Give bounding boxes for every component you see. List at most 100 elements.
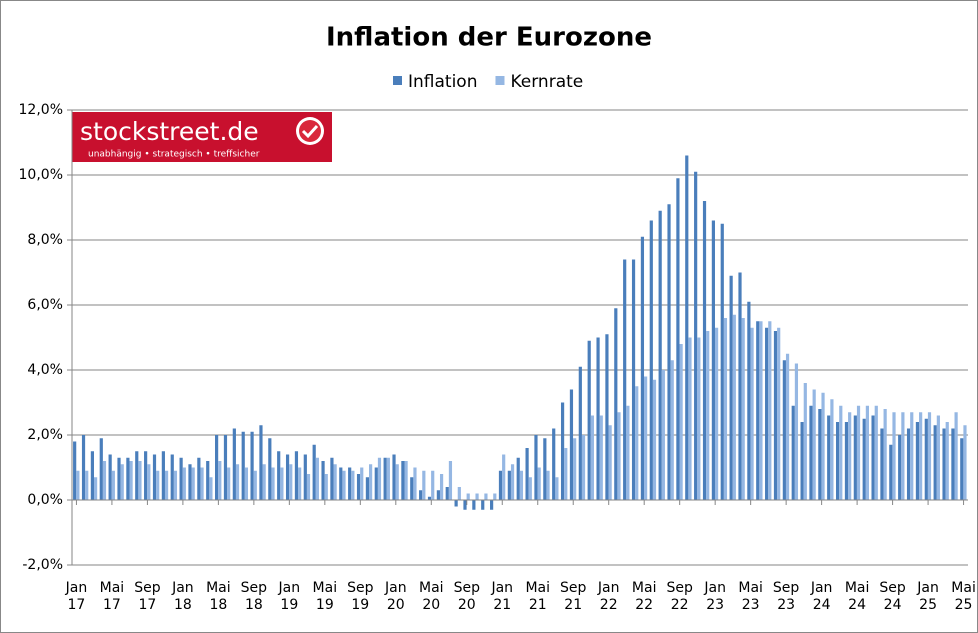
y-tick-label: 10,0% [19,167,63,183]
bar [702,201,707,500]
bar [289,464,293,500]
bar [892,412,896,500]
bar [720,223,724,500]
bar [569,389,574,500]
bar [960,438,964,500]
bar [516,457,520,500]
x-tick-label: Sep 18 [240,580,268,613]
x-tick-label: Sep 23 [772,580,800,613]
chart-title: Inflation der Eurozone [326,23,652,53]
bar [73,441,77,500]
bar [250,431,254,500]
bar [76,470,80,500]
bar [732,314,736,500]
bar [856,405,861,500]
bar [658,210,662,500]
bar [147,464,151,500]
bar [498,470,503,500]
bar [129,461,133,500]
bar [794,363,799,500]
bar [383,457,387,500]
bar [714,327,719,500]
bar [649,220,653,500]
bar [821,392,825,500]
bar [590,415,594,500]
bar [898,435,902,500]
bar [906,428,911,500]
bar [697,337,701,500]
bar [581,435,586,500]
bar [765,327,769,500]
bar [235,464,240,500]
bar [830,399,834,500]
bar [244,467,249,500]
x-tick-label: Mai 17 [99,580,125,613]
bar [759,321,763,500]
bar [644,376,648,500]
bar [723,318,728,500]
bar [874,405,878,500]
bar [410,477,414,500]
bar [191,467,195,500]
legend: Inflation Kernrate [393,72,583,92]
bar [120,464,124,500]
bar [809,405,813,500]
bar [227,467,231,500]
logo: stockstreet.de unabhängig • strategisch … [72,112,332,162]
bar [457,487,461,500]
bar [785,353,790,500]
bar [853,415,857,500]
bar [844,422,849,500]
bar [564,448,568,500]
y-tick-label: 8,0% [27,232,63,248]
bar [108,454,112,500]
bar [182,467,186,500]
bar [262,464,266,500]
bar [404,461,408,500]
bar [777,327,781,500]
bar [839,405,843,500]
bar [209,477,213,500]
bar [596,337,600,500]
x-tick-label: Mai 20 [419,580,444,613]
bar [356,474,361,500]
y-tick-label: 12,0% [19,102,63,118]
bar [218,461,222,500]
x-tick-label: Mai 25 [951,580,976,613]
bar [484,493,488,500]
x-tick-label: Sep 22 [666,580,693,613]
bar [546,470,550,500]
bar [587,340,591,500]
bar [206,461,210,500]
bar [315,457,319,500]
bar [525,448,529,500]
bar [688,337,692,500]
legend-label: Inflation [408,72,477,92]
bar [312,444,316,500]
bar [560,402,565,500]
x-tick-label: Jan 25 [917,580,939,613]
bar [605,334,609,500]
bar [466,493,470,500]
bar [321,461,325,500]
bar [519,470,524,500]
bar [448,461,453,500]
y-tick-label: 0,0% [27,492,63,508]
bar [197,457,201,500]
bar [126,457,130,500]
bar [377,457,382,500]
bar [927,412,932,500]
bar [954,412,958,500]
bar [365,477,370,500]
bar [631,259,636,500]
y-tick-label: 6,0% [27,297,63,313]
bar [800,422,804,500]
bar [369,464,373,500]
logo-icon [299,120,321,142]
bar [490,500,494,510]
y-tick-label: -2,0% [22,557,63,573]
bar [102,461,107,500]
bar [640,236,645,500]
x-tick-label: Mai 21 [525,580,551,613]
